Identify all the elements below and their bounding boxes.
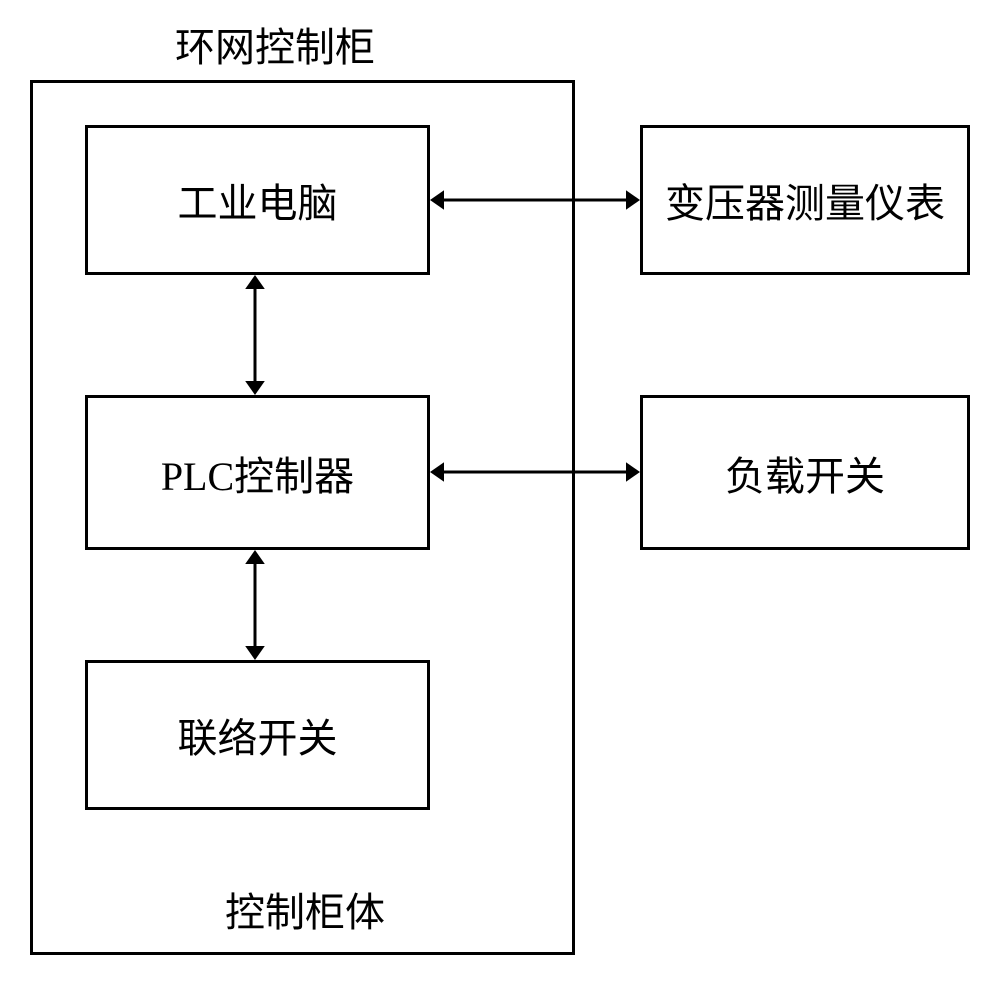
arrow-pc-meter: [430, 190, 640, 210]
arrow-plc-load: [430, 462, 640, 482]
connectors-layer: [0, 0, 1000, 1000]
diagram-canvas: 环网控制柜 工业电脑 PLC控制器 联络开关 变压器测量仪表 负载开关 控制柜体: [0, 0, 1000, 1000]
arrow-pc-plc: [245, 275, 265, 395]
arrow-plc-contact: [245, 550, 265, 660]
